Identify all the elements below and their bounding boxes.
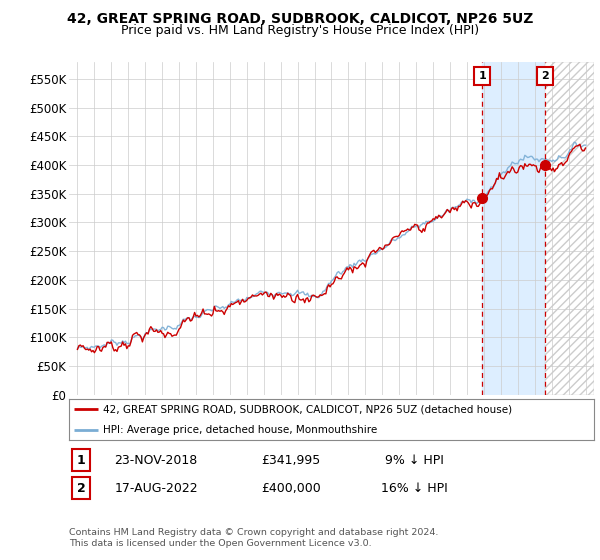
- Text: 1: 1: [478, 71, 486, 81]
- Bar: [545, 62, 594, 395]
- Text: £400,000: £400,000: [261, 482, 321, 495]
- Text: 16% ↓ HPI: 16% ↓ HPI: [380, 482, 448, 495]
- Text: HPI: Average price, detached house, Monmouthshire: HPI: Average price, detached house, Monm…: [103, 424, 377, 435]
- Text: 1: 1: [77, 454, 85, 467]
- Text: 2: 2: [77, 482, 85, 495]
- Text: 23-NOV-2018: 23-NOV-2018: [115, 454, 197, 467]
- Text: 42, GREAT SPRING ROAD, SUDBROOK, CALDICOT, NP26 5UZ: 42, GREAT SPRING ROAD, SUDBROOK, CALDICO…: [67, 12, 533, 26]
- Text: £341,995: £341,995: [262, 454, 320, 467]
- Text: 2: 2: [541, 71, 549, 81]
- Text: Contains HM Land Registry data © Crown copyright and database right 2024.
This d: Contains HM Land Registry data © Crown c…: [69, 528, 439, 548]
- Text: 42, GREAT SPRING ROAD, SUDBROOK, CALDICOT, NP26 5UZ (detached house): 42, GREAT SPRING ROAD, SUDBROOK, CALDICO…: [103, 404, 512, 414]
- Text: 17-AUG-2022: 17-AUG-2022: [114, 482, 198, 495]
- Bar: [482, 62, 545, 395]
- Text: Price paid vs. HM Land Registry's House Price Index (HPI): Price paid vs. HM Land Registry's House …: [121, 24, 479, 36]
- Text: 9% ↓ HPI: 9% ↓ HPI: [385, 454, 443, 467]
